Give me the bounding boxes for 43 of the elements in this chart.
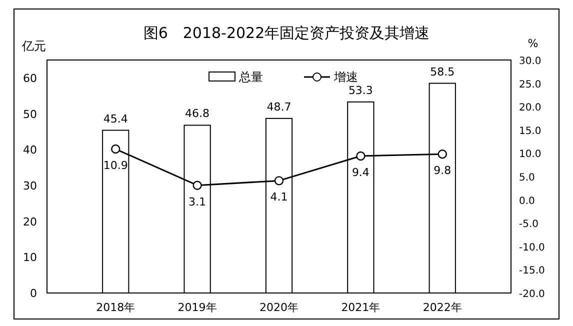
legend-label: 增速 [333,70,358,84]
y2-tick-label: 25.0 [519,79,542,90]
y-tick-label: 10 [23,251,37,264]
y-tick-label: 30 [23,179,37,192]
data-label: 53.3 [348,84,373,97]
y2-tick-label: -10.0 [519,242,545,254]
data-label: 3.1 [188,195,206,208]
x-tick-label: 2019年 [178,301,217,314]
y-tick-label: 40 [23,144,37,157]
y2-tick-label: 10.0 [519,149,542,160]
y2-tick-label: 20.0 [519,102,542,114]
data-label: 4.1 [270,190,288,204]
y-tick-label: 20 [23,215,37,228]
x-tick-label: 2021年 [341,301,380,314]
y-tick-label: 50 [23,108,37,121]
data-label: 9.4 [352,166,370,179]
y-tick-label: 60 [23,72,37,85]
y2-tick-label: -5.0 [519,219,539,230]
y2-tick-label: 0.0 [519,196,535,207]
x-tick-label: 2018年 [96,301,136,314]
y-axis-title: 亿元 [21,39,46,53]
chart-title: 图6 2018-2022年固定资产投资及其增速 [143,24,430,42]
y2-tick-label: 30.0 [519,56,542,67]
data-label: 46.8 [185,107,210,120]
data-label: 10.9 [103,159,128,172]
data-label: 48.7 [266,100,292,114]
point [111,144,120,154]
point [438,150,447,159]
point [192,180,202,190]
data-label: 9.8 [434,164,452,178]
y2-axis-title: % [528,37,538,50]
point [356,151,366,161]
y2-tick-label: -20.0 [519,289,545,300]
y-tick-label: 0 [30,287,37,300]
y2-tick-label: 5.0 [519,172,535,184]
y2-tick-label: -15.0 [519,266,545,277]
x-tick-label: 2020年 [260,301,298,314]
y2-tick-label: 15.0 [519,126,542,137]
legend-label: 总量 [238,70,263,84]
point [274,176,284,186]
x-tick-label: 2022年 [422,301,462,314]
data-label: 58.5 [430,65,455,78]
data-label: 45.4 [103,112,128,126]
